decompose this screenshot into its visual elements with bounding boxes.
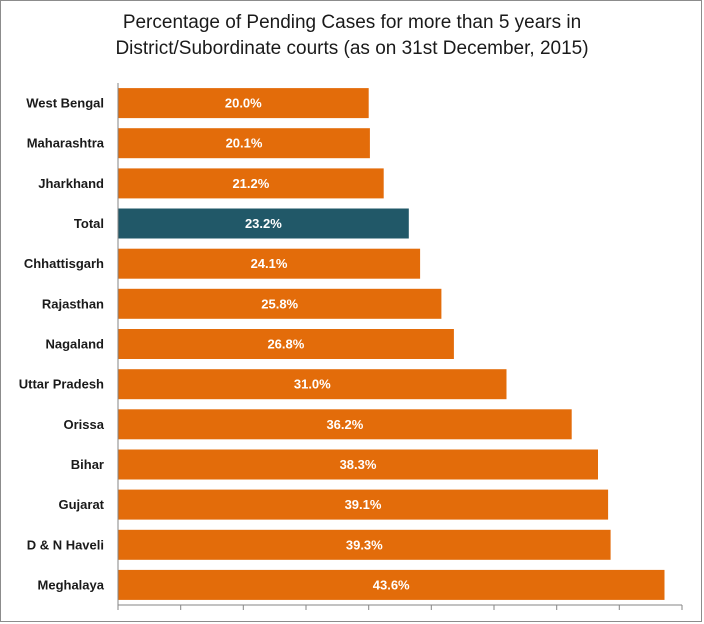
category-label: Bihar — [71, 457, 104, 472]
data-label: 21.2% — [232, 176, 269, 191]
category-label: Rajasthan — [42, 296, 104, 311]
data-label: 39.1% — [345, 497, 382, 512]
category-label: Uttar Pradesh — [19, 377, 104, 392]
bar — [118, 449, 598, 480]
data-label: 20.0% — [225, 96, 262, 111]
category-label: West Bengal — [26, 96, 104, 111]
bar — [118, 489, 609, 520]
category-label: Gujarat — [58, 497, 104, 512]
category-label: D & N Haveli — [27, 537, 104, 552]
data-label: 36.2% — [326, 417, 363, 432]
data-label: 24.1% — [251, 256, 288, 271]
data-label: 31.0% — [294, 377, 331, 392]
bar — [118, 168, 384, 199]
data-label: 39.3% — [346, 537, 383, 552]
data-label: 20.1% — [226, 136, 263, 151]
bar — [118, 288, 442, 319]
category-label: Nagaland — [45, 337, 104, 352]
category-label: Total — [74, 216, 104, 231]
chart-title-line-1: Percentage of Pending Cases for more tha… — [122, 12, 582, 33]
bar — [118, 369, 507, 400]
bar — [118, 88, 369, 119]
bar — [118, 569, 665, 600]
category-label: Chhattisgarh — [24, 256, 104, 271]
data-label: 38.3% — [340, 457, 377, 472]
chart-title-line-2: District/Subordinate courts (as on 31st … — [115, 38, 589, 59]
data-label: 23.2% — [245, 216, 282, 231]
category-label: Meghalaya — [38, 577, 105, 592]
category-label: Maharashtra — [27, 136, 105, 151]
bar — [118, 329, 454, 359]
bar — [118, 208, 409, 239]
bar — [118, 409, 572, 440]
bar — [118, 248, 421, 279]
data-label: 43.6% — [373, 577, 410, 592]
data-label: 26.8% — [267, 337, 304, 352]
bar — [118, 529, 611, 560]
category-label: Orissa — [64, 417, 105, 432]
bar — [118, 128, 370, 159]
chart-title: Percentage of Pending Cases for more tha… — [0, 10, 704, 62]
data-label: 25.8% — [261, 296, 298, 311]
category-label: Jharkhand — [38, 176, 104, 191]
